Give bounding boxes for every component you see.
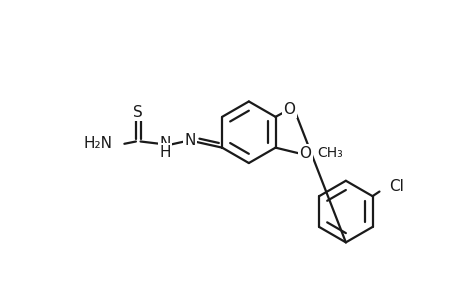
Text: S: S bbox=[133, 105, 143, 120]
Text: Cl: Cl bbox=[389, 179, 403, 194]
Text: O: O bbox=[283, 102, 295, 117]
Text: CH₃: CH₃ bbox=[316, 146, 342, 160]
Text: O: O bbox=[299, 146, 311, 160]
Text: H: H bbox=[159, 145, 171, 160]
Text: N: N bbox=[159, 136, 170, 151]
Text: H₂N: H₂N bbox=[83, 136, 112, 151]
Text: N: N bbox=[184, 133, 195, 148]
